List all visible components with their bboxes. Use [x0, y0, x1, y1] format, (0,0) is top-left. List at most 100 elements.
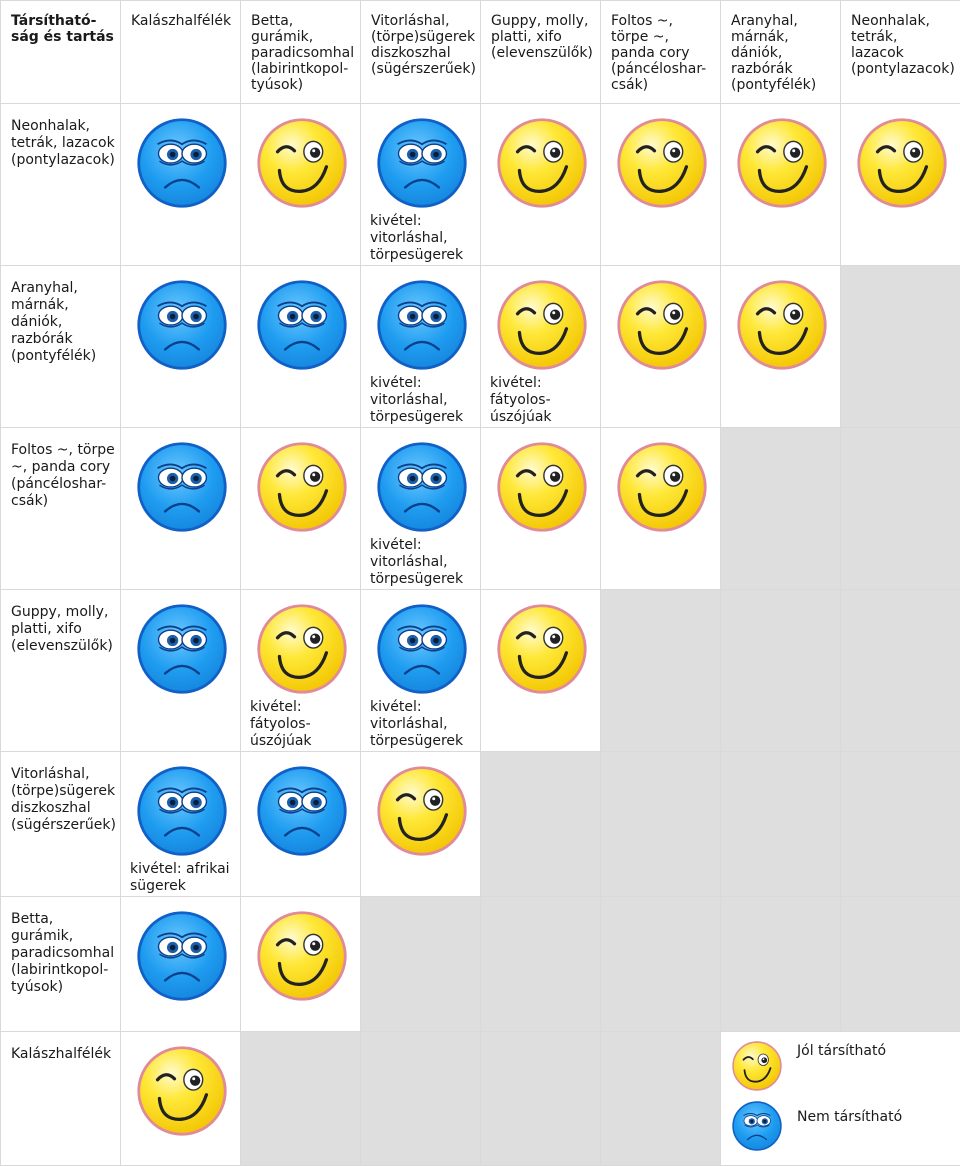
compatibility-cell	[481, 104, 601, 266]
compatibility-cell: kivétel: vitorláshal, törpesügerek	[361, 428, 481, 590]
compatibility-cell	[121, 428, 241, 590]
compatibility-cell	[121, 266, 241, 428]
compatibility-cell	[241, 752, 361, 897]
exception-note: kivétel: vitorláshal, törpesügerek	[370, 537, 480, 588]
happy-face-icon	[615, 278, 709, 372]
empty-cell	[241, 1032, 361, 1166]
happy-face-icon	[735, 278, 829, 372]
empty-cell	[841, 752, 960, 897]
column-header-kalaszhalfelek: Kalászhalfélék	[121, 1, 241, 104]
sad-face-icon	[375, 602, 469, 696]
happy-face-icon	[255, 116, 349, 210]
exception-note: kivétel: vitorláshal, törpesügerek	[370, 699, 480, 750]
compatibility-cell	[121, 1032, 241, 1166]
sad-face-icon	[135, 116, 229, 210]
compatibility-cell	[481, 590, 601, 752]
table-row: Foltos ~, törpe ~, panda cory (páncélosh…	[1, 428, 960, 590]
sad-face-icon	[135, 278, 229, 372]
happy-face-icon	[855, 116, 949, 210]
empty-cell	[721, 897, 841, 1032]
sad-face-icon	[255, 278, 349, 372]
empty-cell	[601, 897, 721, 1032]
exception-note: kivétel: fátyolos-úszójúak	[490, 375, 600, 426]
sad-face-icon	[135, 764, 229, 858]
table-row: Kalászhalfélék Jól társítható Nem társítha…	[1, 1032, 960, 1166]
row-label: Neonhalak, tetrák, lazacok (pontylazacok…	[1, 104, 121, 266]
compatibility-cell: kivétel: vitorláshal, törpesügerek	[361, 104, 481, 266]
compatibility-cell: kivétel: vitorláshal, törpesügerek	[361, 266, 481, 428]
column-header-pancelosharcsak: Foltos ~, törpe ~, panda cory (páncélosh…	[601, 1, 721, 104]
row-label: Betta, gurámik, paradicsomhal (labirintk…	[1, 897, 121, 1032]
sad-face-icon	[135, 602, 229, 696]
table-row: Betta, gurámik, paradicsomhal (labirintk…	[1, 897, 960, 1032]
empty-cell	[481, 897, 601, 1032]
empty-cell	[601, 1032, 721, 1166]
table-row: Vitorláshal, (törpe)sügerek diszkoszhal …	[1, 752, 960, 897]
exception-note: kivétel: fátyolos-úszójúak	[250, 699, 360, 750]
compatibility-cell: kivétel: afrikai sügerek	[121, 752, 241, 897]
compatibility-cell	[361, 752, 481, 897]
exception-note: kivétel: afrikai sügerek	[130, 861, 240, 895]
empty-cell	[361, 1032, 481, 1166]
empty-cell	[721, 428, 841, 590]
happy-face-icon	[495, 440, 589, 534]
compatibility-cell	[121, 590, 241, 752]
sad-face-icon	[375, 278, 469, 372]
empty-cell	[481, 752, 601, 897]
row-label: Foltos ~, törpe ~, panda cory (páncélosh…	[1, 428, 121, 590]
empty-cell	[481, 1032, 601, 1166]
table-row: Guppy, molly, platti, xifo (elevenszülők…	[1, 590, 960, 752]
exception-note: kivétel: vitorláshal, törpesügerek	[370, 213, 480, 264]
happy-face-icon	[255, 602, 349, 696]
empty-cell	[841, 266, 960, 428]
compatibility-cell	[121, 897, 241, 1032]
happy-face-icon	[135, 1044, 229, 1138]
compatibility-cell	[481, 428, 601, 590]
empty-cell	[601, 752, 721, 897]
sad-face-icon	[135, 440, 229, 534]
empty-cell	[721, 590, 841, 752]
column-header-elevenszulok: Guppy, molly, platti, xifo (elevenszülők…	[481, 1, 601, 104]
happy-face-icon	[495, 278, 589, 372]
happy-face-icon	[615, 440, 709, 534]
happy-face-icon	[255, 909, 349, 1003]
compatibility-cell	[241, 897, 361, 1032]
happy-face-icon	[731, 1040, 783, 1092]
header-row: Társítható-ság és tartás Kalászhalfélék …	[1, 1, 960, 104]
compatibility-cell: kivétel: fátyolos-úszójúak	[481, 266, 601, 428]
corner-header: Társítható-ság és tartás	[1, 1, 121, 104]
happy-face-icon	[255, 440, 349, 534]
table-row: Aranyhal, márnák, dániók, razbórák (pont…	[1, 266, 960, 428]
compatibility-cell	[601, 428, 721, 590]
empty-cell	[601, 590, 721, 752]
compatibility-cell	[841, 104, 960, 266]
happy-face-icon	[735, 116, 829, 210]
table-row: Neonhalak, tetrák, lazacok (pontylazacok…	[1, 104, 960, 266]
compatibility-cell	[241, 428, 361, 590]
column-header-sugerszeruek: Vitorláshal, (törpe)sügerek diszkoszhal …	[361, 1, 481, 104]
legend-good-label: Jól társítható	[797, 1043, 886, 1060]
row-label: Kalászhalfélék	[1, 1032, 121, 1166]
compatibility-cell: kivétel: vitorláshal, törpesügerek	[361, 590, 481, 752]
compatibility-cell	[601, 266, 721, 428]
compatibility-cell	[241, 104, 361, 266]
compatibility-cell	[721, 266, 841, 428]
compatibility-cell: kivétel: fátyolos-úszójúak	[241, 590, 361, 752]
column-header-pontyfelek: Aranyhal, márnák, dániók, razbórák (pont…	[721, 1, 841, 104]
happy-face-icon	[495, 602, 589, 696]
sad-face-icon	[731, 1100, 783, 1152]
empty-cell	[841, 428, 960, 590]
column-header-labirintkopoltyusok: Betta, gurámik, paradicsomhal (labirintk…	[241, 1, 361, 104]
legend-bad-label: Nem társítható	[797, 1109, 902, 1126]
legend: Jól társítható Nem társítható	[721, 1032, 960, 1166]
compatibility-cell	[721, 104, 841, 266]
happy-face-icon	[615, 116, 709, 210]
row-label: Vitorláshal, (törpe)sügerek diszkoszhal …	[1, 752, 121, 897]
empty-cell	[841, 590, 960, 752]
happy-face-icon	[375, 764, 469, 858]
row-label: Aranyhal, márnák, dániók, razbórák (pont…	[1, 266, 121, 428]
sad-face-icon	[135, 909, 229, 1003]
row-label: Guppy, molly, platti, xifo (elevenszülők…	[1, 590, 121, 752]
compatibility-cell	[601, 104, 721, 266]
